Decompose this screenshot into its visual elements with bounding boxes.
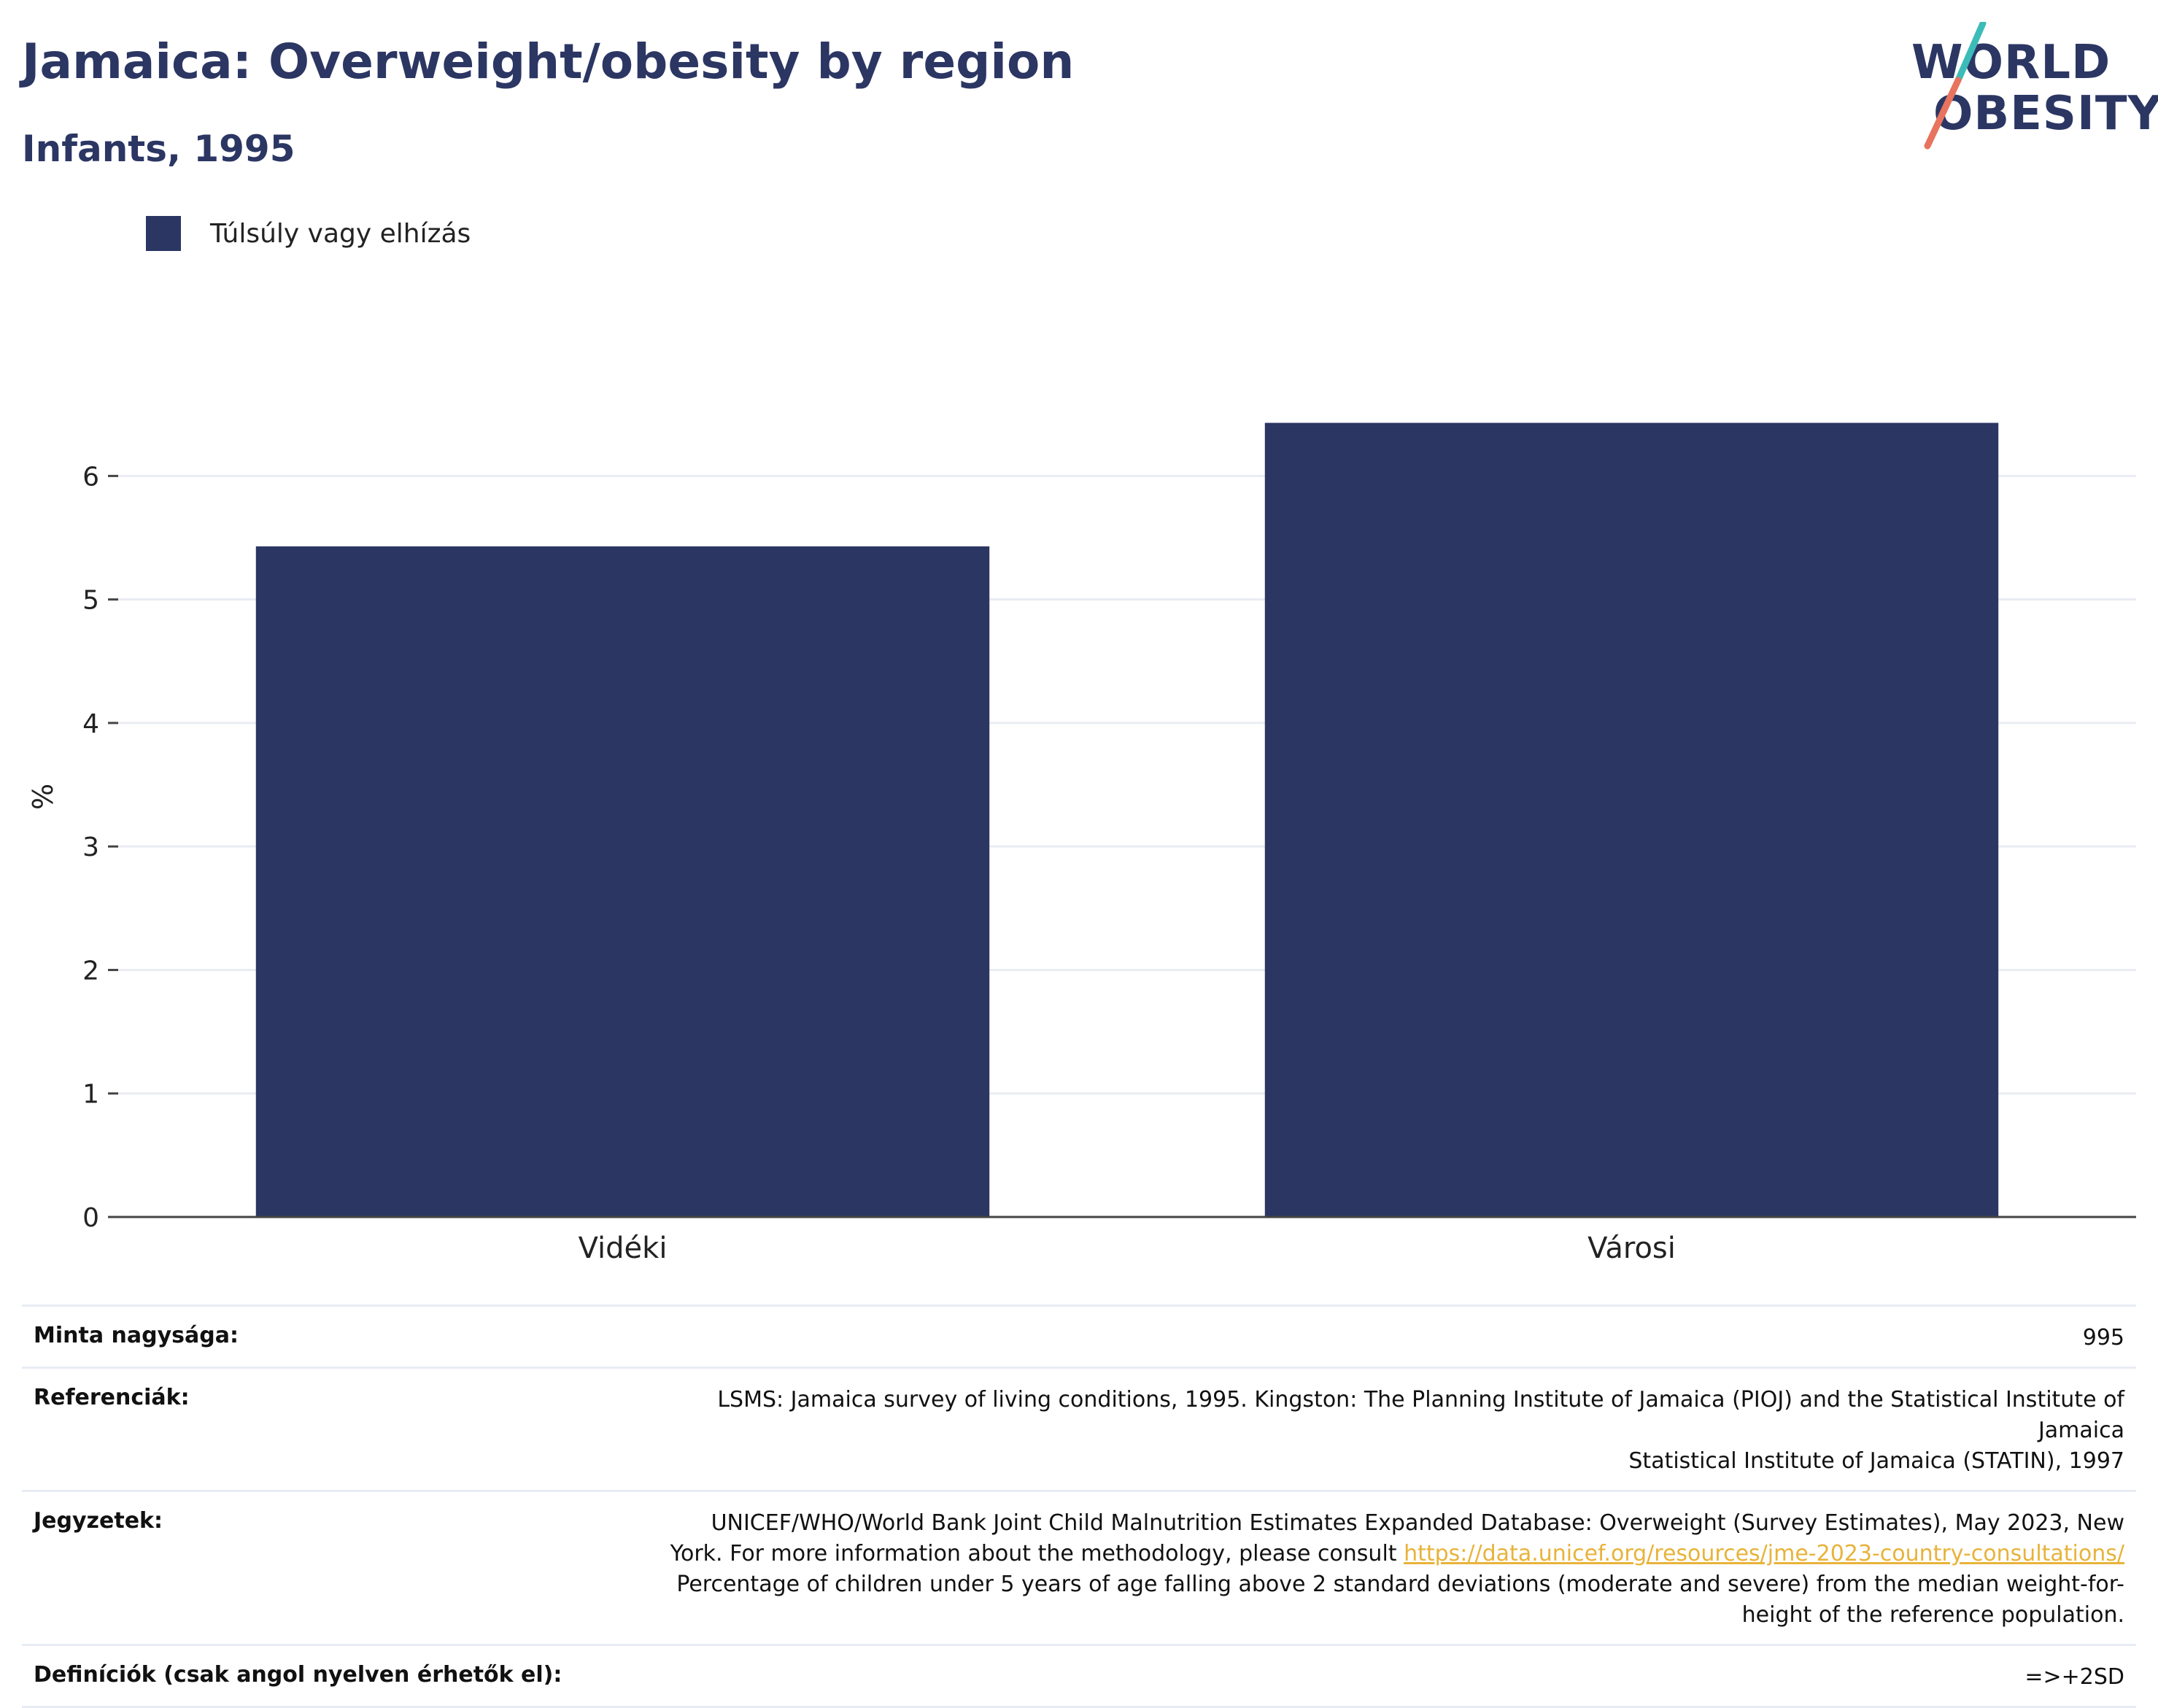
y-tick-label: 2	[82, 956, 99, 986]
logo-text-obesity: OBESITY	[1933, 87, 2158, 141]
bar-0[interactable]	[255, 546, 990, 1217]
legend-label: Túlsúly vagy elhízás	[210, 218, 471, 249]
legend: Túlsúly vagy elhízás	[146, 216, 471, 251]
logo-text-world: WORLD	[1911, 36, 2111, 90]
y-tick-label: 0	[82, 1203, 99, 1233]
meta-row-notes: Jegyzetek: UNICEF/WHO/World Bank Joint C…	[22, 1490, 2136, 1644]
y-tick-label: 1	[82, 1080, 99, 1110]
meta-value: UNICEF/WHO/World Bank Joint Child Malnut…	[670, 1508, 2124, 1631]
chart-subtitle: Infants, 1995	[22, 128, 295, 170]
meta-text: UNICEF/WHO/World Bank Joint Child Malnut…	[711, 1510, 2124, 1536]
legend-swatch	[146, 216, 181, 251]
x-axis-ticks: Vidéki Városi	[579, 1232, 1676, 1265]
chart-title: Jamaica: Overweight/obesity by region	[22, 34, 1075, 90]
meta-row-sample: Minta nagysága: 995	[22, 1305, 2136, 1367]
meta-text: Statistical Institute of Jamaica (STATIN…	[1628, 1448, 2124, 1474]
bar-1[interactable]	[1264, 422, 1999, 1217]
meta-key: Minta nagysága:	[34, 1323, 239, 1348]
methodology-link[interactable]: https://data.unicef.org/resources/jme-20…	[1404, 1541, 2124, 1566]
y-tick-label: 3	[82, 832, 99, 862]
world-obesity-logo: WORLD OBESITY	[1897, 22, 2158, 153]
x-tick-label: Városi	[1587, 1232, 1676, 1265]
metadata-table: Minta nagysága: 995 Referenciák: LSMS: J…	[22, 1305, 2136, 1708]
meta-text: Percentage of children under 5 years of …	[676, 1572, 2124, 1597]
meta-row-definitions: Definíciók (csak angol nyelven érhetők e…	[22, 1644, 2136, 1708]
meta-row-references: Referenciák: LSMS: Jamaica survey of liv…	[22, 1367, 2136, 1490]
bar-chart: 0 1 2 3 4 5 6 Vidéki Városi %	[27, 422, 2136, 1265]
y-axis-label: %	[27, 784, 59, 810]
x-tick-label: Vidéki	[579, 1232, 668, 1265]
meta-text: LSMS: Jamaica survey of living condition…	[717, 1387, 2124, 1443]
y-tick-label: 4	[82, 709, 99, 739]
meta-key: Jegyzetek:	[34, 1508, 163, 1534]
y-tick-label: 6	[82, 462, 99, 492]
meta-value: 995	[2082, 1325, 2124, 1350]
bars	[255, 422, 1999, 1217]
meta-text: York. For more information about the met…	[670, 1541, 1404, 1566]
y-tick-label: 5	[82, 586, 99, 616]
meta-key: Referenciák:	[34, 1385, 190, 1410]
logo-slash-icon	[1924, 22, 1987, 150]
meta-key: Definíciók (csak angol nyelven érhetők e…	[34, 1662, 562, 1688]
y-axis-ticks: 0 1 2 3 4 5 6	[82, 462, 118, 1233]
meta-value: LSMS: Jamaica survey of living condition…	[636, 1385, 2124, 1477]
meta-value: =>+2SD	[2024, 1664, 2124, 1690]
meta-text: height of the reference population.	[1741, 1602, 2124, 1628]
